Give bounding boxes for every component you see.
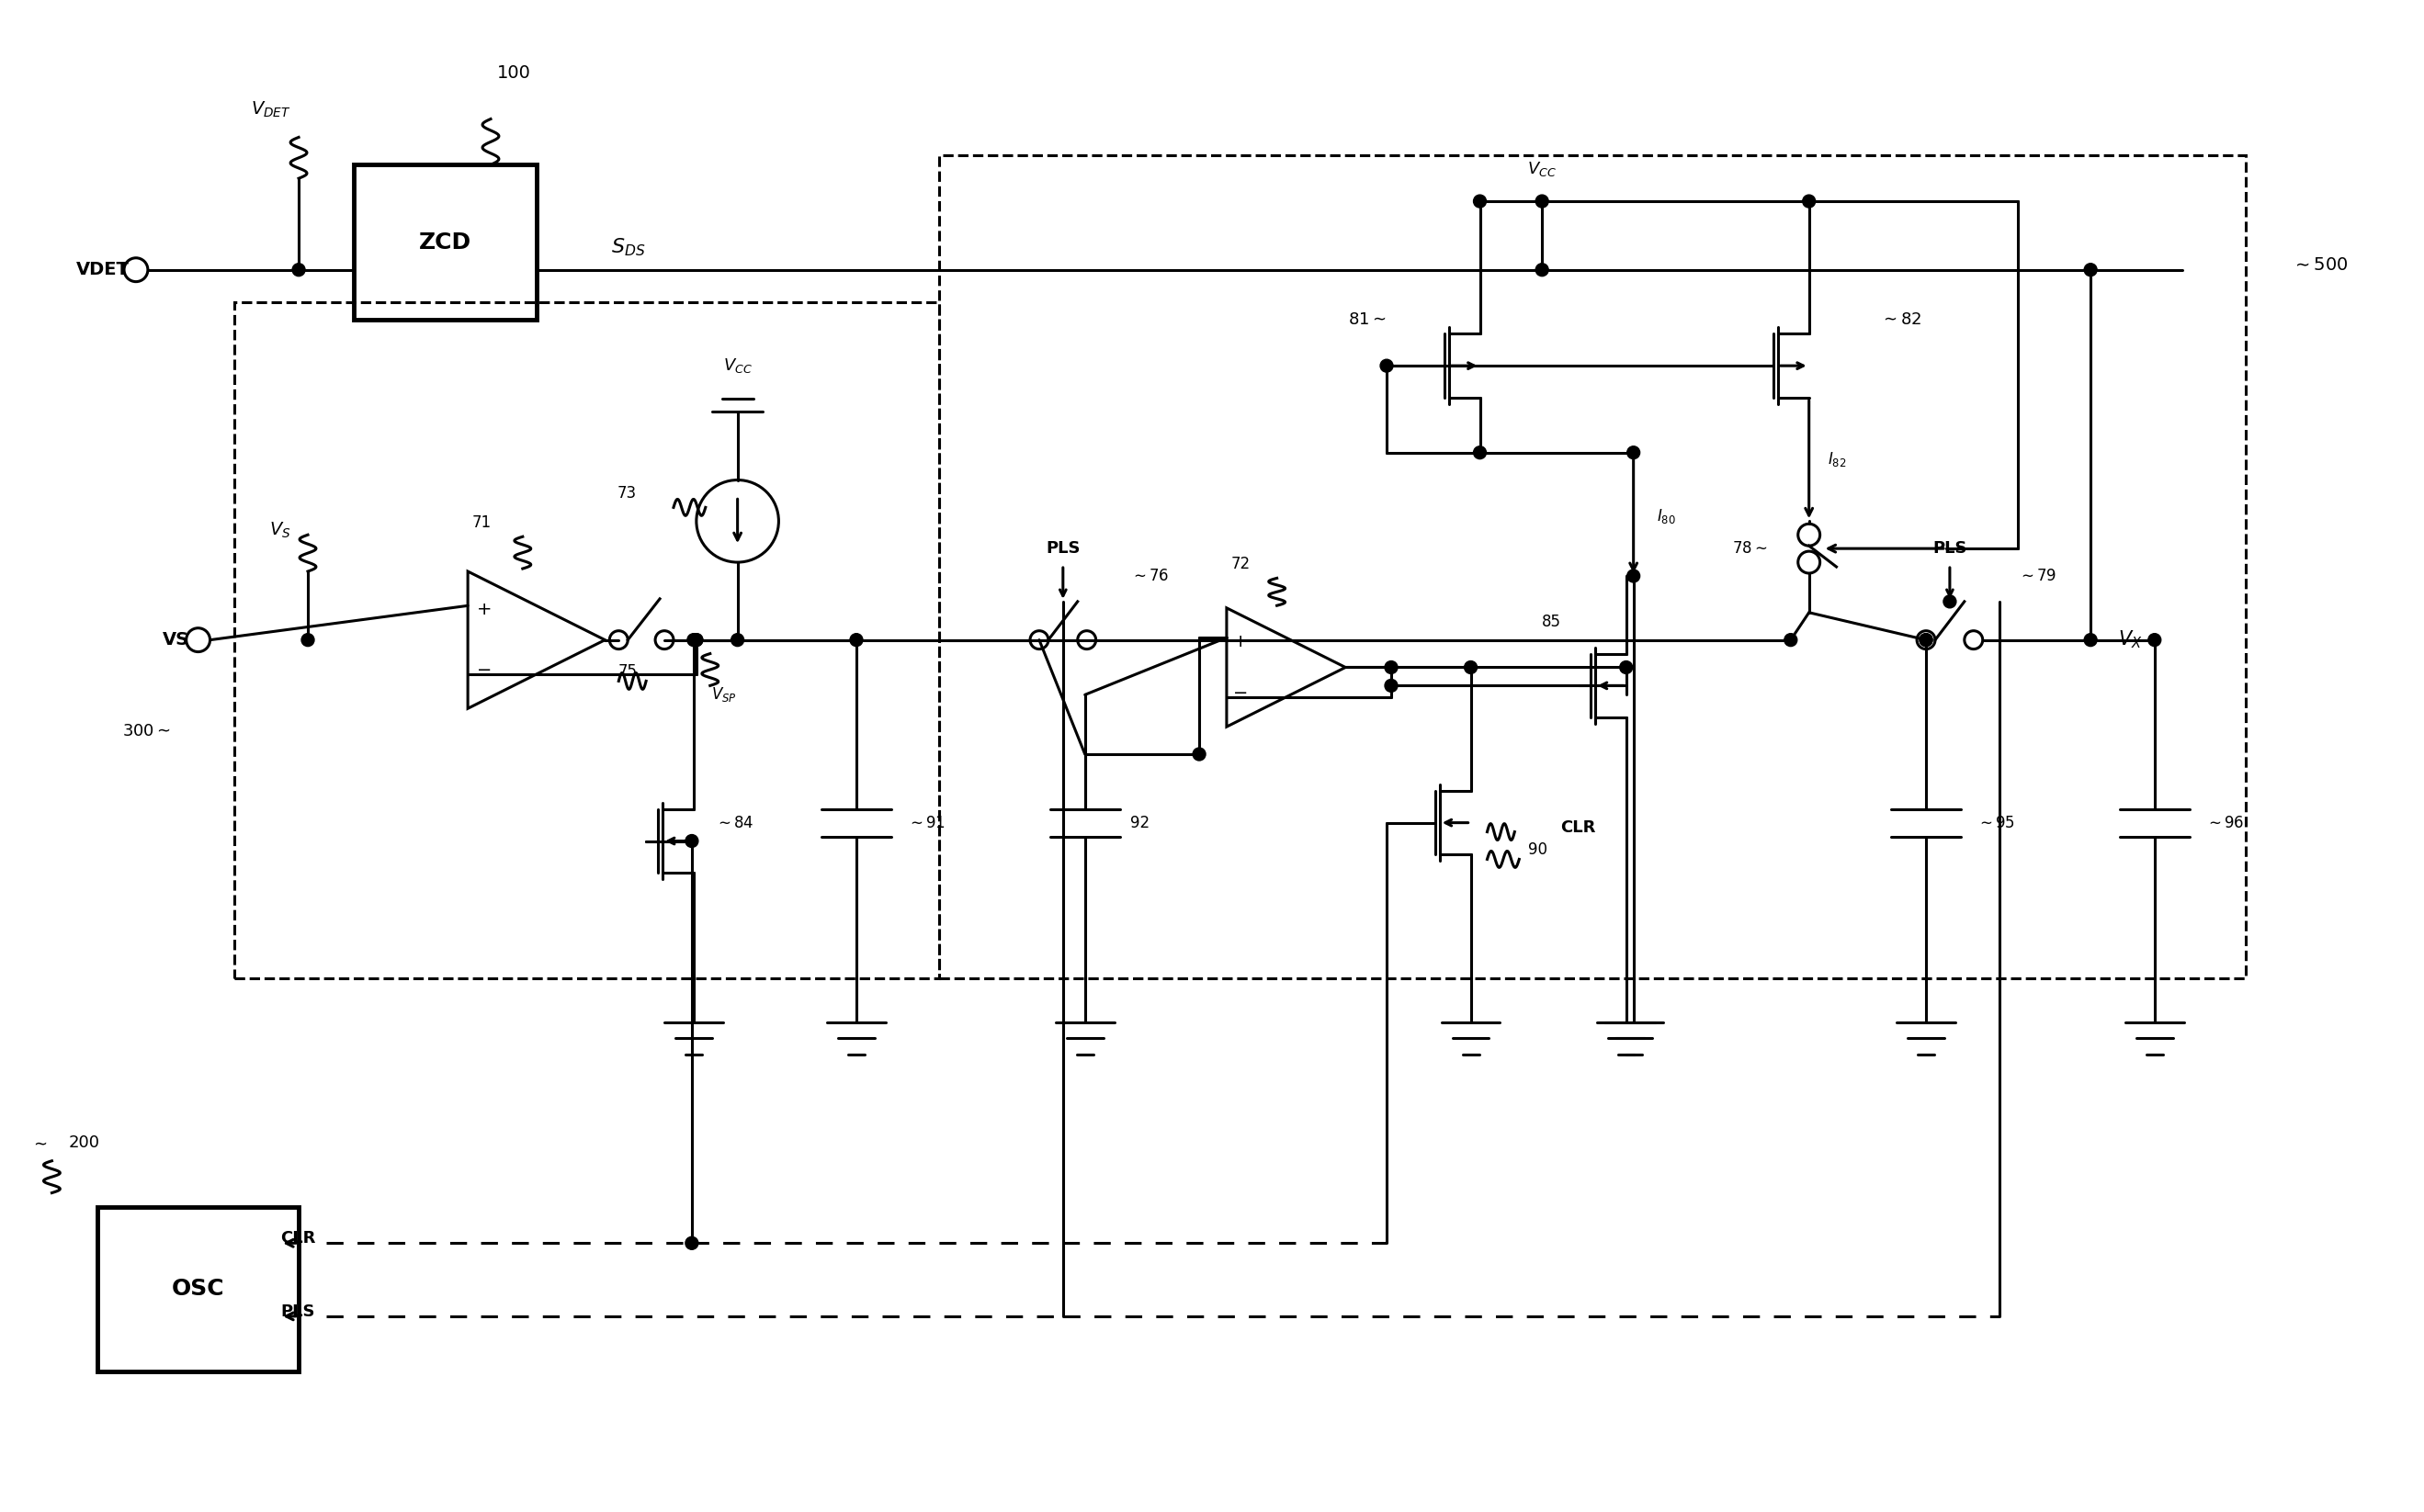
Circle shape: [1944, 596, 1956, 608]
Circle shape: [1193, 748, 1205, 761]
Text: ZCD: ZCD: [419, 231, 470, 254]
Circle shape: [688, 634, 701, 646]
Text: 90: 90: [1527, 842, 1547, 859]
Circle shape: [1384, 679, 1399, 692]
Text: $\sim$95: $\sim$95: [1976, 815, 2014, 832]
Text: PLS: PLS: [1932, 540, 1966, 556]
Text: $\sim$82: $\sim$82: [1881, 311, 1922, 328]
Circle shape: [691, 634, 703, 646]
Circle shape: [1474, 446, 1486, 460]
Circle shape: [1799, 552, 1820, 573]
Circle shape: [654, 631, 674, 649]
Text: $V_S$: $V_S$: [269, 520, 291, 540]
Circle shape: [691, 634, 703, 646]
Circle shape: [686, 835, 698, 847]
Circle shape: [1079, 631, 1096, 649]
Text: 85: 85: [1542, 614, 1561, 631]
Circle shape: [1619, 661, 1631, 674]
Circle shape: [1379, 360, 1394, 372]
Text: $I_{82}$: $I_{82}$: [1828, 451, 1847, 469]
Text: $\sim$84: $\sim$84: [715, 815, 754, 832]
Circle shape: [1474, 195, 1486, 207]
Circle shape: [608, 631, 628, 649]
Text: $\sim$76: $\sim$76: [1130, 567, 1171, 584]
Text: $V_{CC}$: $V_{CC}$: [1527, 160, 1556, 178]
Circle shape: [2085, 634, 2097, 646]
Circle shape: [124, 259, 148, 281]
Circle shape: [1627, 446, 1641, 460]
Text: $\sim$91: $\sim$91: [907, 815, 945, 832]
Circle shape: [851, 634, 863, 646]
Circle shape: [293, 263, 305, 277]
Circle shape: [1384, 661, 1399, 674]
Text: CLR: CLR: [1561, 820, 1595, 836]
Text: $\sim$: $\sim$: [29, 1134, 48, 1151]
Text: 73: 73: [618, 485, 638, 502]
Text: 300$\sim$: 300$\sim$: [121, 723, 170, 739]
Text: $V_{SP}$: $V_{SP}$: [710, 685, 737, 705]
Circle shape: [1917, 631, 1934, 649]
Circle shape: [301, 634, 315, 646]
Text: −: −: [478, 661, 492, 679]
Circle shape: [2085, 263, 2097, 277]
Circle shape: [1920, 634, 1932, 646]
Bar: [235, 302, 938, 978]
Circle shape: [187, 627, 211, 652]
Bar: [354, 165, 536, 321]
Circle shape: [1627, 570, 1641, 582]
Text: 72: 72: [1231, 556, 1251, 573]
Text: 71: 71: [473, 514, 492, 531]
Text: 75: 75: [618, 664, 638, 680]
Text: OSC: OSC: [172, 1278, 225, 1300]
Circle shape: [1803, 195, 1816, 207]
Circle shape: [1030, 631, 1047, 649]
Text: $\sim$79: $\sim$79: [2017, 567, 2056, 584]
Text: −: −: [1234, 685, 1248, 702]
Text: $V_{CC}$: $V_{CC}$: [722, 357, 751, 375]
Text: 81$\sim$: 81$\sim$: [1348, 311, 1387, 328]
Circle shape: [732, 634, 744, 646]
Text: $\sim$96: $\sim$96: [2206, 815, 2245, 832]
Text: +: +: [1234, 632, 1248, 650]
Circle shape: [1537, 263, 1549, 277]
Text: CLR: CLR: [281, 1231, 315, 1247]
Text: $V_X$: $V_X$: [2119, 629, 2143, 650]
Text: 78$\sim$: 78$\sim$: [1733, 540, 1767, 556]
Text: 92: 92: [1130, 815, 1149, 832]
Text: VS: VS: [162, 631, 189, 649]
Text: PLS: PLS: [281, 1303, 315, 1320]
Text: $I_{80}$: $I_{80}$: [1656, 508, 1675, 526]
Text: $V_{DET}$: $V_{DET}$: [252, 100, 291, 119]
Circle shape: [696, 479, 778, 562]
Text: 200: 200: [68, 1134, 99, 1151]
Text: $\sim$500: $\sim$500: [2291, 257, 2349, 274]
Circle shape: [1464, 661, 1476, 674]
Bar: [97, 1207, 298, 1371]
Text: +: +: [478, 602, 492, 618]
Bar: [938, 156, 2247, 978]
Text: PLS: PLS: [1045, 540, 1081, 556]
Circle shape: [1537, 195, 1549, 207]
Text: $S_{DS}$: $S_{DS}$: [611, 236, 645, 257]
Text: VDET: VDET: [78, 262, 128, 278]
Circle shape: [1799, 523, 1820, 546]
Circle shape: [2148, 634, 2160, 646]
Circle shape: [1963, 631, 1983, 649]
Circle shape: [1920, 634, 1932, 646]
Polygon shape: [1227, 608, 1345, 727]
Polygon shape: [468, 572, 606, 709]
Circle shape: [686, 1237, 698, 1249]
Circle shape: [1784, 634, 1796, 646]
Text: 100: 100: [497, 65, 531, 82]
